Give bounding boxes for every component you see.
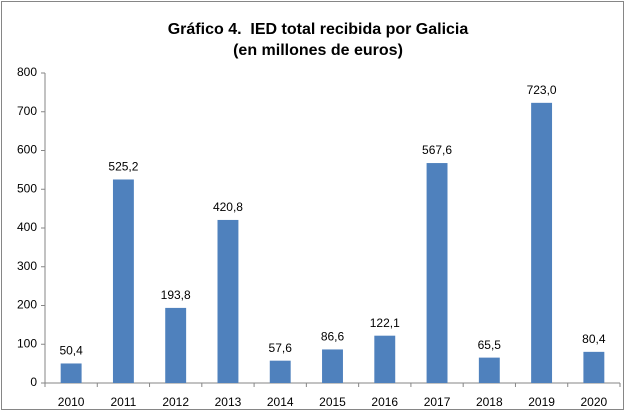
bar bbox=[322, 349, 343, 383]
y-tick-label: 200 bbox=[17, 298, 37, 312]
x-tick-label: 2016 bbox=[371, 395, 398, 409]
bar bbox=[217, 219, 239, 383]
y-tick-label: 700 bbox=[17, 104, 37, 118]
x-tick-label: 2012 bbox=[162, 395, 189, 409]
y-tick-label: 800 bbox=[17, 65, 37, 79]
bar bbox=[478, 357, 500, 383]
x-tick-label: 2017 bbox=[424, 395, 451, 409]
x-tick-label: 2020 bbox=[581, 395, 608, 409]
bar bbox=[60, 363, 82, 383]
x-tick-label: 2019 bbox=[528, 395, 555, 409]
x-tick-label: 2010 bbox=[58, 395, 85, 409]
bar bbox=[531, 102, 553, 384]
bar bbox=[426, 163, 448, 383]
y-tick-label: 0 bbox=[30, 375, 37, 389]
x-tick-label: 2018 bbox=[476, 395, 503, 409]
y-tick-label: 600 bbox=[17, 143, 37, 157]
bar bbox=[583, 351, 605, 383]
x-tick-label: 2015 bbox=[319, 395, 346, 409]
x-tick-label: 2013 bbox=[215, 395, 242, 409]
data-label: 80,4 bbox=[582, 332, 606, 346]
data-label: 567,6 bbox=[422, 143, 452, 157]
bar bbox=[374, 335, 396, 383]
chart-title: (en millones de euros) bbox=[233, 42, 403, 59]
data-label: 86,6 bbox=[321, 330, 345, 344]
bar bbox=[112, 179, 134, 383]
y-tick-label: 500 bbox=[17, 181, 37, 195]
data-label: 57,6 bbox=[269, 341, 293, 355]
bar bbox=[269, 360, 291, 383]
data-label: 723,0 bbox=[527, 83, 557, 97]
data-label: 525,2 bbox=[108, 160, 138, 174]
data-label: 122,1 bbox=[370, 316, 400, 330]
data-label: 420,8 bbox=[213, 200, 243, 214]
x-tick-label: 2011 bbox=[111, 395, 137, 409]
bar bbox=[165, 307, 187, 383]
chart-title: Gráfico 4. IED total recibida por Galici… bbox=[168, 21, 469, 38]
y-tick-label: 400 bbox=[17, 220, 37, 234]
y-tick-label: 300 bbox=[17, 259, 37, 273]
data-label: 50,4 bbox=[59, 344, 83, 358]
x-tick-label: 2014 bbox=[267, 395, 294, 409]
y-tick-label: 100 bbox=[17, 336, 37, 350]
data-label: 65,5 bbox=[478, 338, 502, 352]
data-label: 193,8 bbox=[161, 288, 191, 302]
